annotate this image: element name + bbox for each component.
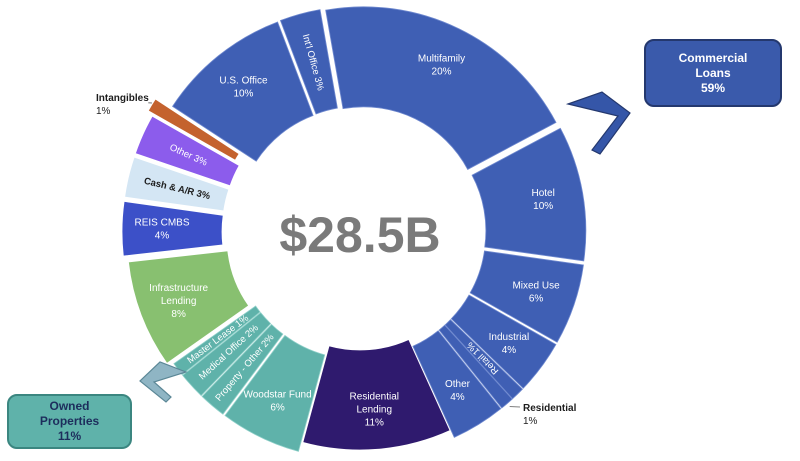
- slice-residential-5: [438, 324, 513, 409]
- slice-intangibles-16: [147, 98, 240, 161]
- slice-label-u-s-office-17: U.S. Office 10%: [219, 76, 268, 100]
- owned-callout-line2: Properties: [39, 414, 100, 428]
- slice-label-intangibles-16: Intangibles 1%: [96, 93, 149, 117]
- commercial-callout-line1: Commercial: [678, 50, 748, 65]
- slice-label-mixed-use-2: Mixed Use 6%: [512, 280, 560, 304]
- slice-mixed-use-2: [469, 250, 584, 343]
- slice-industrial-3: [450, 294, 557, 389]
- owned-callout-arrow: [139, 361, 188, 403]
- donut-slices: [121, 6, 587, 452]
- slice-reis-cmbs-13: [121, 200, 224, 257]
- slice-int-l-office-18: [279, 9, 338, 115]
- slice-label-industrial-3: Industrial 4%: [489, 332, 530, 356]
- callout-arrows: [139, 91, 631, 403]
- slice-label-other-6: Other 4%: [445, 379, 471, 403]
- owned-callout-percent: 11%: [57, 429, 82, 443]
- slice-multifamily-0: [325, 6, 557, 170]
- slice-label-residential-5: Residential 1%: [523, 403, 577, 427]
- commercial-callout-percent: 59%: [700, 80, 726, 95]
- owned-callout-line1: Owned: [49, 399, 90, 413]
- slice-retail-4: [444, 319, 523, 400]
- slice-other-15: [134, 115, 240, 187]
- slice-u-s-office-17: [172, 21, 314, 162]
- slice-cash-a-r-14: [124, 156, 230, 212]
- slice-other-6: [412, 330, 502, 438]
- slice-property-other-9: [201, 323, 284, 415]
- owned-properties-callout: Owned Properties 11%: [7, 394, 132, 449]
- slice-residential-lending-7: [302, 338, 451, 451]
- commercial-callout-arrow: [565, 91, 631, 155]
- slice-label-multifamily-0: Multifamily 20%: [418, 53, 465, 77]
- commercial-loans-callout: Commercial Loans 59%: [644, 39, 782, 107]
- slice-label-woodstar-fund-8: Woodstar Fund 6%: [243, 389, 311, 413]
- center-total-label: $28.5B: [279, 207, 440, 263]
- slice-label-hotel-1: Hotel 10%: [531, 188, 554, 212]
- slice-label-residential-lending-7: Residential Lending 11%: [350, 391, 399, 428]
- commercial-callout-line2: Loans: [695, 65, 731, 80]
- slice-woodstar-fund-8: [224, 334, 326, 452]
- slice-infrastructure-lending-12: [127, 250, 250, 364]
- slice-medical-office-10: [182, 312, 272, 397]
- slice-hotel-1: [471, 127, 587, 262]
- slice-label-infrastructure-lending-12: Infrastructure Lending 8%: [149, 283, 208, 320]
- slice-label-reis-cmbs-13: REIS CMBS 4%: [135, 218, 190, 242]
